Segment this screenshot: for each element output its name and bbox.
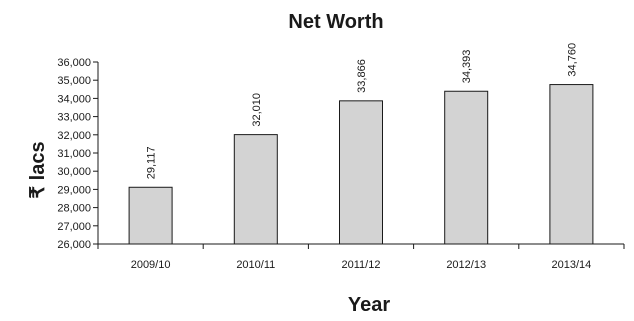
bar	[549, 84, 594, 245]
plot-area: 26,000 27,000 28,000 29,000 30,000 31,000 32,0…	[57, 43, 625, 271]
y-tick-label: 36,000	[57, 57, 91, 69]
y-tick-label: 33,000	[57, 112, 91, 124]
y-tick-label: 29,000	[57, 184, 91, 196]
x-tick-label: 2013/14	[552, 259, 592, 271]
y-tick-label: 28,000	[57, 203, 91, 215]
x-tick-label: 2012/13	[446, 259, 486, 271]
x-tick-label: 2010/11	[236, 259, 275, 271]
y-tick-label: 30,000	[57, 166, 91, 178]
data-label: 29,117	[146, 146, 158, 179]
y-tick-label: 26,000	[57, 239, 91, 251]
bar	[128, 186, 173, 245]
y-tick-label: 27,000	[57, 221, 91, 233]
y-axis-title: ₹ lacs	[27, 141, 49, 198]
y-tick-label: 34,000	[57, 93, 91, 105]
data-label: 33,866	[356, 59, 368, 93]
y-tick-label: 31,000	[57, 148, 91, 160]
chart-title: Net Worth	[288, 11, 383, 33]
x-tick-label: 2009/10	[131, 259, 171, 271]
bar	[339, 100, 383, 245]
data-label: 34,760	[566, 43, 578, 77]
x-tick-label: 2011/12	[342, 259, 381, 271]
bar	[233, 134, 278, 245]
y-tick-label: 35,000	[57, 75, 91, 87]
x-axis-title: Year	[348, 294, 390, 316]
y-tick-label: 32,000	[57, 130, 91, 142]
data-label: 34,393	[461, 50, 473, 84]
data-label: 32,010	[251, 93, 263, 127]
bar	[444, 90, 489, 245]
